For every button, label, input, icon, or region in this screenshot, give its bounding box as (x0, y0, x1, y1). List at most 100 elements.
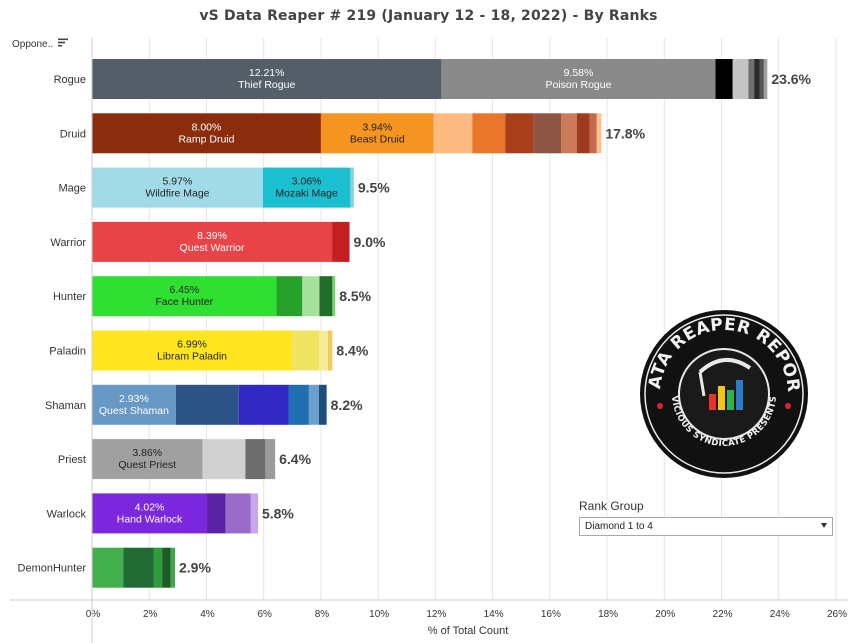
bar-segment (225, 493, 251, 534)
bar-segment (748, 59, 755, 99)
segment-archetype-label: Libram Paladin (157, 351, 227, 363)
segment-archetype-label: Quest Shaman (99, 405, 169, 417)
segment-archetype-label: Poison Rogue (545, 79, 611, 91)
bar-total-label: 8.2% (331, 397, 363, 413)
bar-segment (250, 493, 258, 534)
segment-archetype-label: Hand Warlock (117, 513, 183, 525)
bar-segment (92, 59, 442, 99)
x-tick-label: 26% (827, 609, 847, 620)
segment-archetype-label: Ramp Druid (178, 133, 234, 145)
category-label: Rogue (54, 74, 86, 86)
bar-segment (238, 384, 289, 425)
bar-segment (92, 330, 293, 371)
bar-segment (533, 113, 562, 154)
opponent-column-header[interactable]: Oppone.. (12, 38, 69, 50)
segment-percent-label: 6.99% (177, 339, 207, 351)
bar-total-label: 2.9% (179, 560, 211, 576)
rank-group-dropdown[interactable]: Diamond 1 to 4 (579, 517, 833, 536)
bar-segment (763, 59, 768, 99)
x-tick-label: 0% (86, 609, 101, 620)
bar-segment (292, 330, 320, 371)
bar-segment (276, 276, 303, 317)
segment-archetype-label: Quest Warrior (180, 242, 245, 254)
bar-segment (433, 113, 473, 154)
bar-segment (207, 493, 226, 534)
bar-total-label: 8.4% (336, 343, 368, 359)
bar-total-label: 5.8% (262, 505, 294, 521)
x-tick-label: 22% (713, 609, 733, 620)
bar-segment (332, 276, 336, 317)
bar-total-label: 6.4% (279, 451, 311, 467)
x-tick-label: 2% (143, 609, 158, 620)
bar-segment (175, 384, 239, 425)
x-tick-label: 4% (200, 609, 215, 620)
bar-segment (92, 493, 208, 534)
bar-segment (288, 384, 309, 425)
x-tick-label: 20% (655, 609, 675, 620)
sort-icon[interactable] (58, 38, 69, 50)
bar-segment (92, 113, 321, 154)
segment-percent-label: 3.06% (292, 176, 322, 188)
category-label: Warlock (47, 508, 87, 520)
opponent-header-label: Oppone.. (12, 38, 54, 50)
segment-archetype-label: Beast Druid (350, 133, 405, 145)
bar-total-label: 17.8% (605, 125, 645, 141)
bar-segment (92, 221, 333, 262)
x-tick-label: 24% (770, 609, 790, 620)
segment-percent-label: 8.00% (192, 121, 222, 133)
category-label: Shaman (45, 400, 86, 412)
bar-segment (170, 547, 175, 588)
bar-segment (92, 384, 176, 425)
bar-segment (92, 276, 277, 317)
segment-percent-label: 9.58% (564, 67, 594, 79)
category-label: Mage (58, 183, 86, 195)
bar-segment (265, 439, 276, 480)
segment-percent-label: 12.21% (249, 67, 285, 79)
x-tick-label: 10% (369, 609, 389, 620)
bar-segment (302, 276, 320, 317)
bar-segment (319, 276, 333, 317)
category-label: DemonHunter (18, 563, 87, 575)
bar-segment (153, 547, 163, 588)
data-reaper-report-logo: DATA REAPER REPORT VICIOUS SYNDICATE PRE… (631, 293, 810, 485)
bar-segment (576, 113, 590, 154)
rank-group-label: Rank Group (579, 499, 644, 513)
chart-title: vS Data Reaper # 219 (January 12 - 18, 2… (199, 8, 658, 24)
category-labels: Rogue Druid Mage Warrior Hunter Paladin Shaman… (18, 74, 87, 575)
bar-total-label: 8.5% (339, 288, 371, 304)
bar-segment (262, 167, 351, 208)
bar-segment (92, 547, 124, 588)
logo-bar-chart-icon (709, 380, 743, 410)
category-label: Druid (60, 128, 86, 140)
bar-segment (320, 113, 434, 154)
bar-segment (589, 113, 597, 154)
bar-segment (319, 330, 328, 371)
segment-percent-label: 8.39% (197, 230, 227, 242)
chevron-down-icon[interactable] (821, 523, 827, 528)
segment-archetype-label: Quest Priest (118, 459, 176, 471)
bar-segment (350, 167, 354, 208)
bar-total-label: 9.5% (358, 180, 390, 196)
bar-segment (202, 439, 246, 480)
x-tick-label: 12% (426, 609, 446, 620)
bar-segment (732, 59, 749, 99)
bar-segment (162, 547, 171, 588)
segment-percent-label: 5.97% (163, 176, 193, 188)
segment-archetype-label: Mozaki Mage (275, 188, 338, 200)
bar-segment (596, 113, 602, 154)
segment-percent-label: 3.94% (362, 121, 392, 133)
category-label: Warrior (50, 237, 86, 249)
bar-segment (759, 59, 764, 99)
bar-segment (472, 113, 506, 154)
segment-percent-label: 6.45% (169, 284, 199, 296)
x-axis: 0% 2% 4% 6% 8% 10% 12% 14% 16% 18% 20% 22% 24% 26% (10, 38, 848, 643)
x-tick-label: 18% (598, 609, 618, 620)
bar-segment (308, 384, 319, 425)
x-tick-label: 14% (484, 609, 504, 620)
bars: 12.21%Thief Rogue 9.58%Poison Rogue 23.6% 8… (92, 59, 812, 588)
segment-archetype-label: Thief Rogue (238, 79, 295, 91)
x-axis-title: % of Total Count (428, 625, 509, 637)
bar-segment (92, 167, 263, 208)
bar-segment (505, 113, 534, 154)
